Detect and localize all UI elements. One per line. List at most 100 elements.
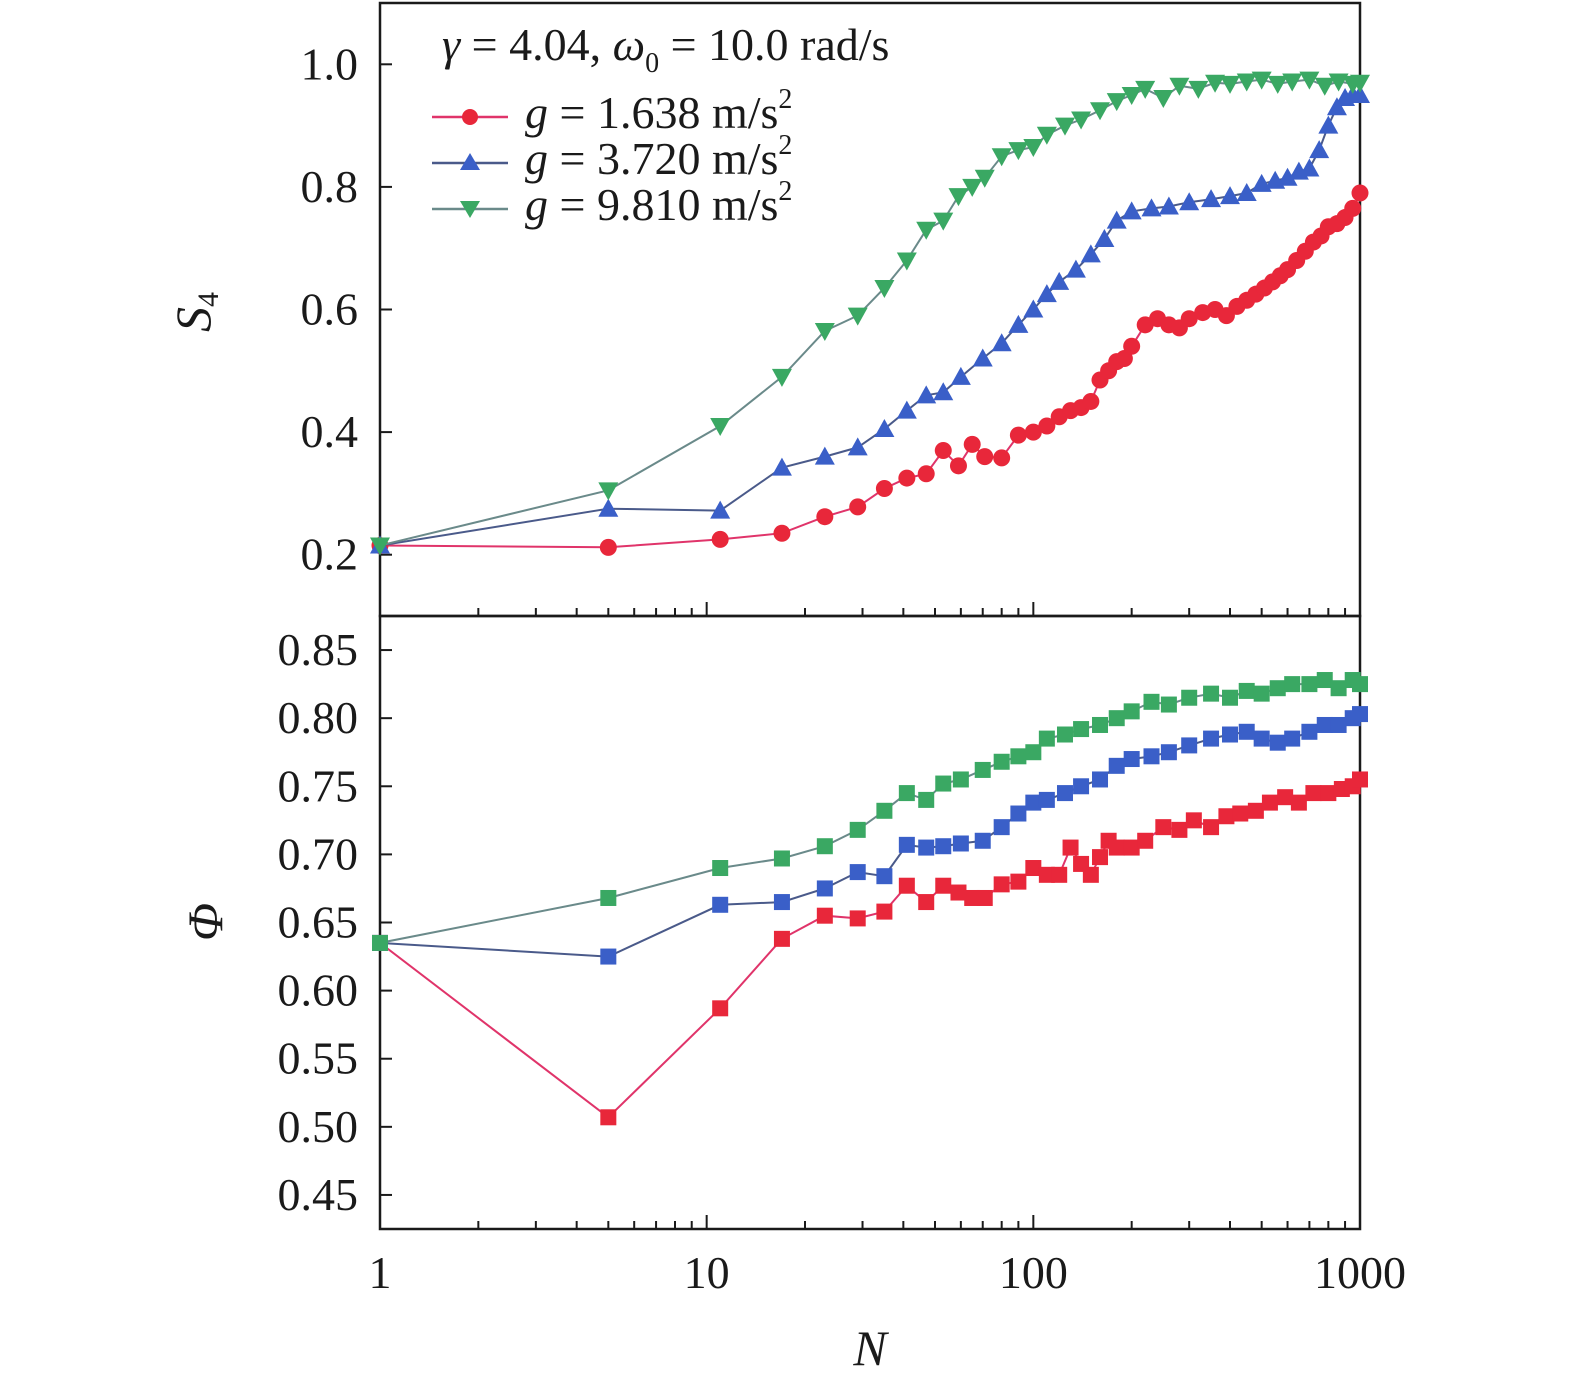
bottom-series-3-point [1181,689,1198,706]
bottom-series-2-point [1038,791,1055,808]
top-series-1-point [1180,310,1198,328]
bottom-series-2-point [1203,730,1220,747]
top-series-2-point [874,419,895,438]
legend-prefix-2: g [525,133,548,184]
top-series-2-point [1106,210,1127,229]
top-series-1-point [599,538,617,556]
bottom-series-3-point [1108,710,1125,727]
top-series-2-point [1049,271,1070,290]
top-series-3-point [1236,73,1257,92]
annotation-omega-value: = 10.0 rad/s [659,19,889,70]
top-series-2-point [916,385,937,404]
x-tick-label: 1000 [1314,1247,1406,1298]
bottom-series-3-point [993,753,1010,770]
bottom-series-3-point [600,889,617,906]
legend-prefix-3: g [525,179,548,230]
legend-sup-2: 2 [778,130,792,161]
bottom-ytick-label: 0.50 [278,1101,359,1152]
legend-entry-1: g = 1.638 m/s2 [432,84,792,138]
top-series-3-point [1008,142,1029,161]
bottom-series-2-point [1160,744,1177,761]
bottom-series-2-point [1238,723,1255,740]
bottom-series-2-point [974,832,991,849]
bottom-series-line-3 [379,678,1361,944]
top-panel-ylabel: S4 [165,292,225,332]
bottom-series-3-point [1269,680,1286,697]
top-ytick-label: 0.6 [301,284,359,335]
bottom-series-3-point [918,791,935,808]
bottom-series-2-point [1316,716,1333,733]
annotation-omega-subscript: 0 [645,48,659,79]
legend-marker-triangle-up [460,153,480,170]
top-series-2-point [598,498,619,517]
top-series-3-point [1282,73,1303,92]
legend-value-3: = 9.810 m/s [548,179,778,230]
bottom-series-3-point [372,934,388,951]
top-series-2-point [1179,192,1200,211]
bottom-series-3-point [1123,703,1140,720]
top-series-1-point [934,441,952,459]
top-series-1-point [898,469,916,487]
bottom-ytick-label: 0.80 [278,692,359,743]
bottom-panel-ylabel: Φ [177,903,233,941]
bottom-series-1-point [950,884,967,901]
top-series-2-point [950,366,971,385]
top-series-2-point [1080,244,1101,263]
bottom-series-1-point [1062,839,1079,856]
top-series-3-point [1350,74,1370,93]
bottom-series-1-point [1051,866,1068,883]
top-series-3-point [1135,80,1156,99]
top-series-3-point [598,482,619,501]
top-series-3-point [1205,74,1226,93]
bottom-ytick-label: 0.85 [278,624,359,675]
bottom-series-2-point [918,839,935,856]
top-series-3-point [1251,71,1272,90]
bottom-series-2-point [1056,785,1073,802]
top-series-3-point [1267,75,1288,94]
top-series-3-point [1106,93,1127,112]
top-series-2-point [847,437,868,456]
top-series-3-point [1328,73,1349,92]
top-series-2-point [814,446,835,465]
top-series-1-point [875,479,893,497]
top-series-2-point [1023,299,1044,318]
bottom-series-3-point [1301,676,1318,693]
bottom-series-1-point [1025,860,1042,877]
top-series-2-point [896,400,917,419]
bottom-series-2-point [1092,771,1109,788]
top-series-3-point [896,252,917,271]
bottom-panel-frame [378,614,1362,1231]
top-series-2-point [1318,115,1339,134]
bottom-series-1-point [1137,832,1154,849]
bottom-series-2-point [952,835,969,852]
annotation-gamma-symbol: γ [442,19,462,70]
top-series-2-point [991,333,1012,352]
bottom-series-1-point [876,903,893,920]
bottom-series-2-point [1108,757,1125,774]
top-series-1-point [849,498,867,516]
bottom-series-2-point [1073,778,1090,795]
bottom-series-1-point [898,877,915,894]
bottom-ytick-label: 0.60 [278,965,359,1016]
bottom-series-1-point [1352,771,1368,788]
top-series-3-point [370,537,390,556]
legend-label-3: g = 9.810 m/s2 [525,176,792,230]
legend-entry-3: g = 9.810 m/s2 [432,176,792,230]
top-ytick-label: 0.8 [301,161,359,212]
bottom-series-1-point [1171,821,1188,838]
top-series-2-point [1236,183,1257,202]
bottom-series-3-point [1160,696,1177,713]
bottom-series-1-point [993,876,1010,893]
bottom-series-2-point [1181,737,1198,754]
top-series-2-point [1065,259,1086,278]
bottom-series-3-point [1284,676,1301,693]
bottom-series-3-point [773,850,790,867]
bottom-series-2-point [849,864,866,881]
bottom-series-3-point [935,775,952,792]
bottom-series-3-point [1056,726,1073,743]
bottom-series-2-point [1143,748,1160,765]
bottom-series-1-point [1082,866,1099,883]
bottom-series-1-point [1218,808,1235,825]
bottom-series-1-point [1108,839,1125,856]
bottom-ytick-label: 0.55 [278,1033,359,1084]
